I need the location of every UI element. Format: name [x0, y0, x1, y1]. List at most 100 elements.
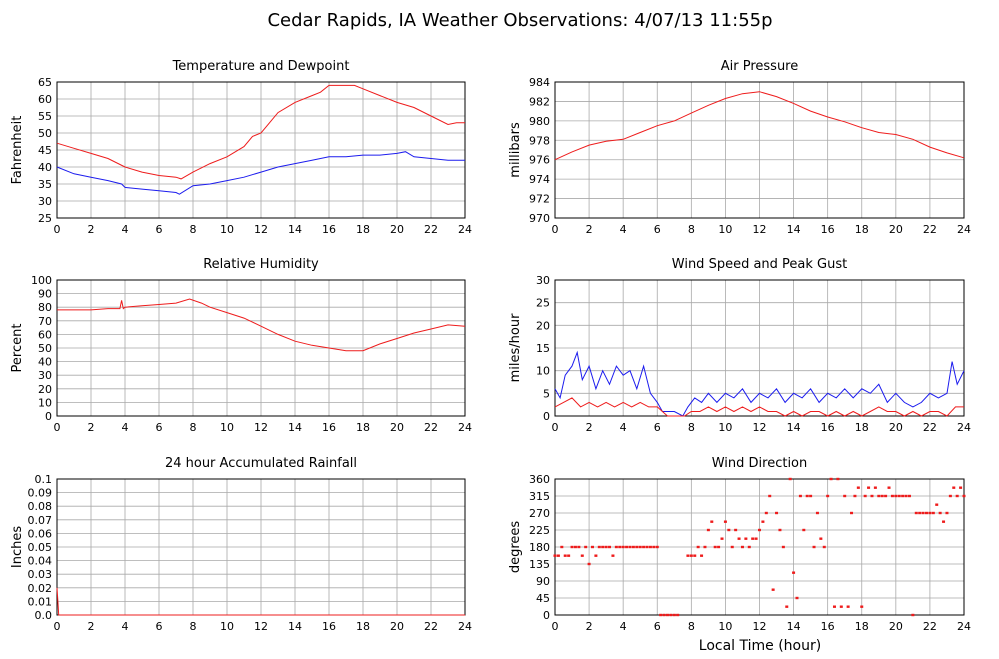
x-tick-label: 14 [787, 223, 801, 236]
direction-point [781, 545, 785, 549]
direction-point [935, 503, 939, 506]
plot-frame [554, 279, 965, 417]
direction-point [809, 494, 813, 498]
direction-point [734, 528, 738, 532]
series-line-red [56, 587, 465, 616]
x-tick-label: 16 [821, 620, 835, 633]
direction-point [717, 545, 721, 549]
direction-point [740, 545, 744, 549]
x-tick-label: 18 [855, 620, 869, 633]
y-tick-label: 30 [38, 195, 52, 208]
direction-point [713, 545, 717, 549]
direction-point [928, 511, 932, 515]
direction-point [573, 545, 577, 549]
direction-point [894, 494, 898, 498]
direction-point [754, 537, 758, 540]
direction-point [792, 571, 796, 574]
x-tick-label: 20 [889, 223, 903, 236]
y-tick-label: 50 [38, 127, 52, 140]
x-tick-label: 22 [923, 421, 937, 434]
direction-point [747, 545, 751, 549]
direction-point [918, 511, 922, 515]
y-axis-label: Percent [10, 324, 25, 373]
direction-point [601, 545, 605, 549]
x-tick-label: 6 [654, 223, 661, 236]
x-tick-label: 6 [654, 421, 661, 434]
x-tick-label: 6 [156, 620, 163, 633]
chart-title: Wind Speed and Peak Gust [672, 257, 847, 272]
x-tick-label: 20 [390, 223, 404, 236]
y-tick-label: 0.06 [28, 527, 53, 540]
direction-point [860, 605, 864, 608]
x-tick-label: 14 [288, 223, 302, 236]
x-tick-label: 24 [458, 620, 472, 633]
x-tick-label: 4 [620, 620, 627, 633]
chart-title: Relative Humidity [203, 257, 319, 272]
y-tick-label: 0.05 [28, 541, 53, 554]
x-tick-label: 16 [322, 620, 336, 633]
x-tick-label: 20 [889, 421, 903, 434]
chart-title: Air Pressure [721, 59, 799, 74]
direction-point [805, 494, 809, 498]
direction-point [642, 545, 646, 549]
plot-frame [554, 81, 965, 219]
chart-title: 24 hour Accumulated Rainfall [165, 456, 357, 471]
x-tick-label: 0 [552, 421, 559, 434]
y-axis-label: degrees [508, 521, 523, 574]
plot-frame [56, 279, 466, 417]
x-tick-label: 18 [356, 421, 370, 434]
y-tick-label: 90 [536, 575, 550, 588]
direction-point [887, 486, 891, 489]
direction-point [696, 545, 700, 549]
x-tick-label: 10 [220, 620, 234, 633]
direction-point [812, 545, 816, 549]
y-tick-label: 360 [529, 473, 550, 486]
x-tick-label: 16 [821, 223, 835, 236]
x-tick-label: 8 [688, 620, 695, 633]
direction-point [768, 494, 772, 498]
direction-point [921, 511, 925, 515]
x-tick-label: 14 [787, 620, 801, 633]
x-tick-label: 8 [190, 620, 197, 633]
y-tick-label: 10 [38, 396, 52, 409]
direction-point [870, 494, 874, 498]
y-tick-label: 0 [543, 410, 550, 423]
y-axis-label: Fahrenheit [10, 116, 25, 185]
direction-point [959, 486, 963, 489]
y-tick-label: 0 [543, 609, 550, 622]
x-tick-label: 24 [957, 223, 971, 236]
y-tick-label: 25 [38, 212, 52, 225]
y-tick-label: 0 [45, 410, 52, 423]
series-line-red [57, 298, 466, 352]
chart-title: Temperature and Dewpoint [172, 59, 350, 74]
direction-point [604, 545, 608, 549]
direction-point [863, 494, 867, 498]
plot-frame [554, 478, 965, 616]
direction-point [832, 605, 836, 608]
direction-point [553, 554, 557, 557]
direction-point [907, 494, 911, 498]
direction-point [914, 511, 918, 515]
direction-point [911, 613, 915, 617]
y-tick-label: 30 [38, 369, 52, 382]
direction-point [839, 605, 843, 608]
direction-point [611, 554, 615, 557]
y-tick-label: 0.08 [28, 500, 53, 513]
x-tick-label: 12 [753, 223, 767, 236]
y-tick-label: 50 [38, 342, 52, 355]
x-tick-label: 16 [322, 421, 336, 434]
direction-point [877, 494, 881, 498]
x-tick-label: 0 [552, 620, 559, 633]
series-line-red [56, 84, 465, 180]
x-tick-label: 0 [54, 223, 61, 236]
direction-point [948, 494, 952, 498]
x-tick-label: 22 [923, 223, 937, 236]
direction-point [925, 511, 929, 515]
y-tick-label: 60 [38, 328, 52, 341]
direction-point [590, 545, 594, 549]
direction-point [836, 477, 840, 481]
x-tick-label: 22 [923, 620, 937, 633]
direction-point [798, 494, 802, 498]
direction-point [567, 554, 571, 557]
direction-point [560, 545, 564, 549]
